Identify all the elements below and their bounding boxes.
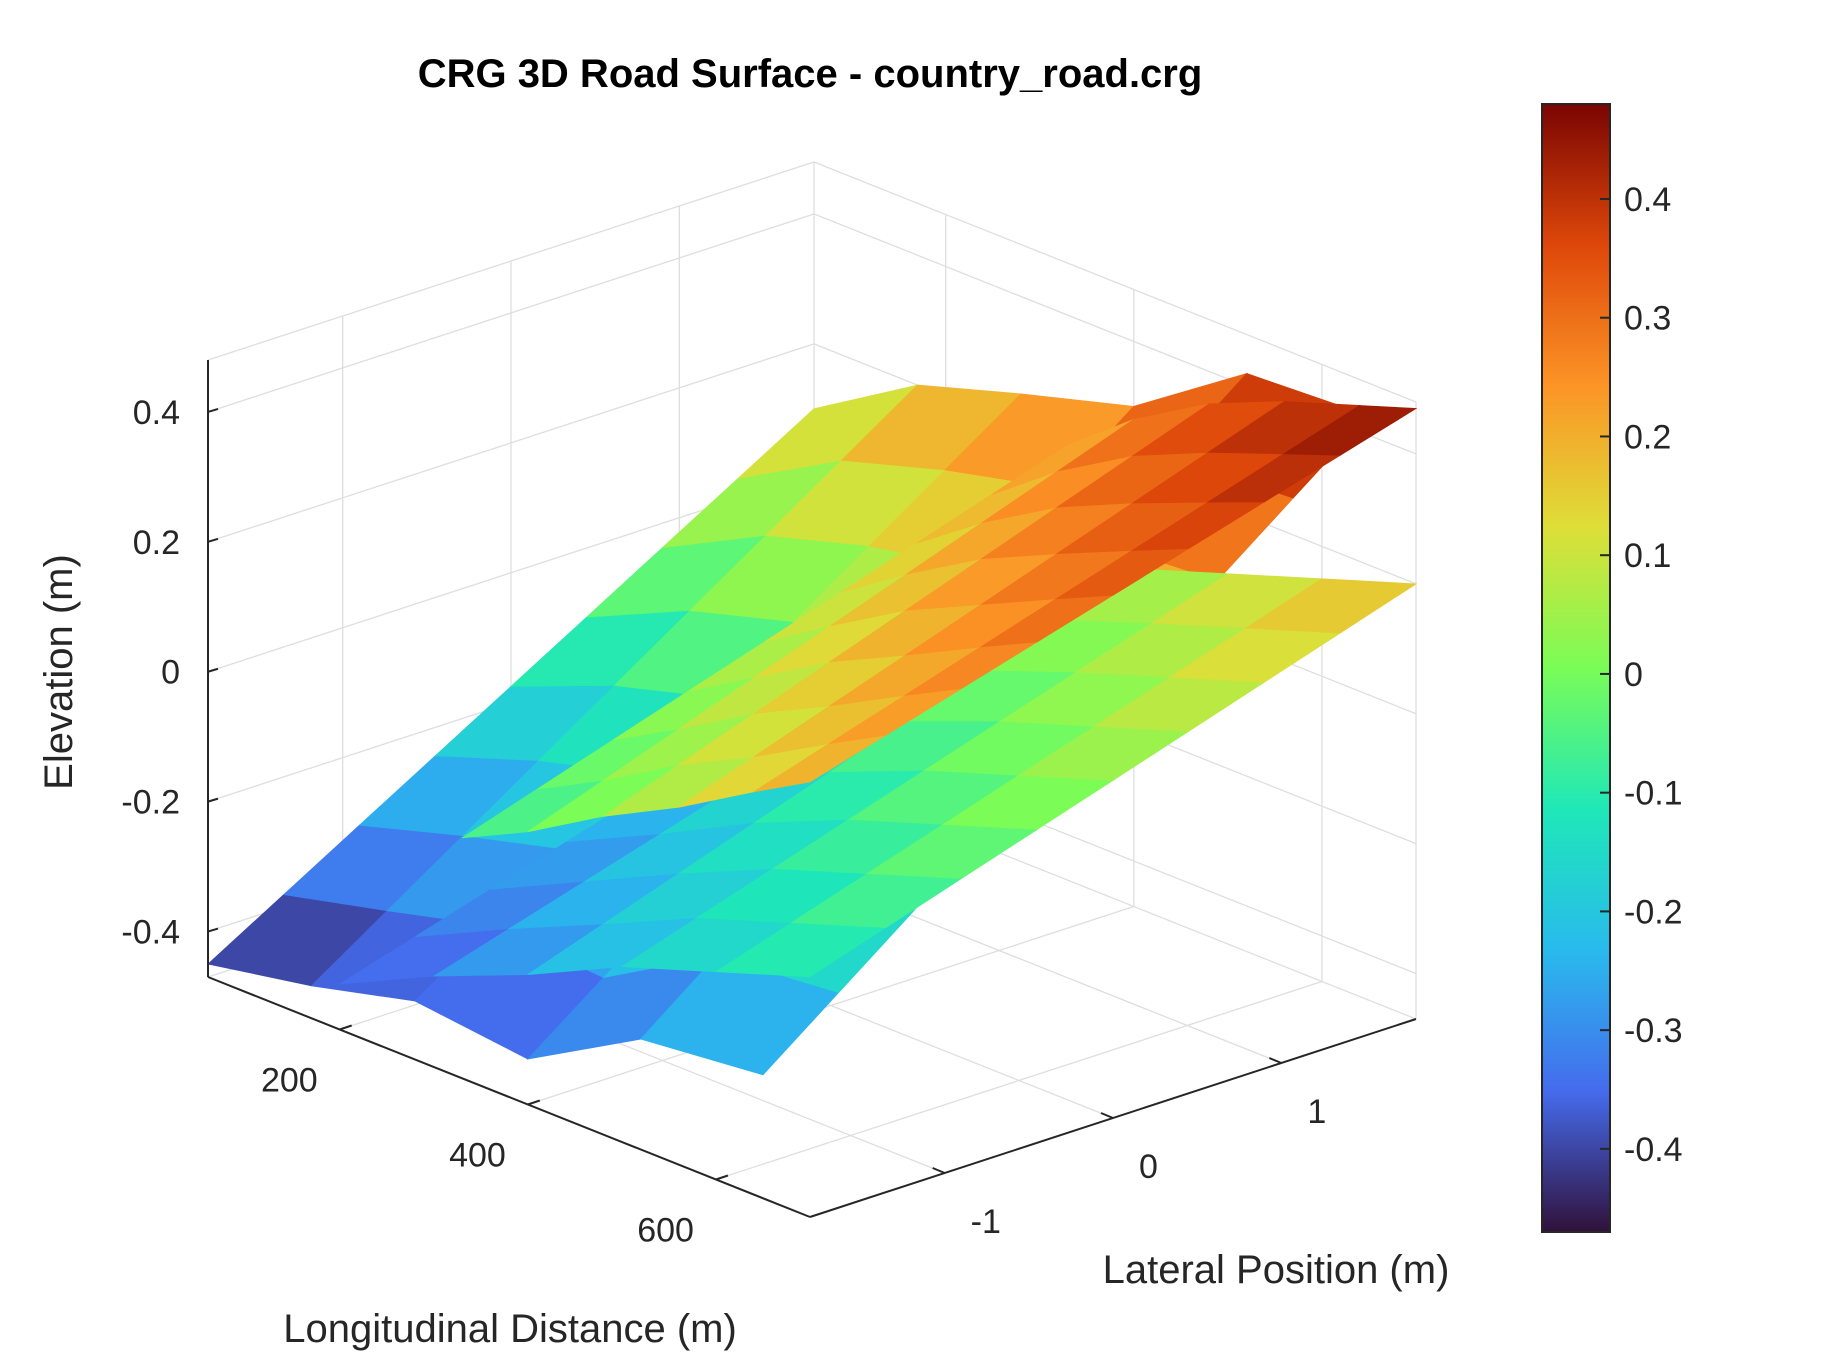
z-tick-label: 0.4 [133,394,180,432]
y-tick [1100,1112,1114,1119]
z-tick-label: -0.2 [121,784,180,822]
z-tick-label: 0 [161,654,180,692]
z-tick [207,667,219,673]
z-tick-label: 0.2 [133,524,180,562]
road-surface [207,372,1418,1076]
colorbar-tick-label: 0.3 [1624,300,1671,338]
z-tick [207,797,219,803]
colorbar: -0.4 -0.3 -0.2 -0.1 0 0.1 0.2 0.3 0.4 [1541,103,1683,1233]
y-tick-label: -1 [971,1203,1001,1241]
x-tick [527,1099,541,1106]
colorbar-strip [1541,103,1611,1233]
chart-title: CRG 3D Road Surface - country_road.crg [418,52,1203,96]
colorbar-tick-label: 0 [1624,656,1643,694]
y-axis-label: Lateral Position (m) [1103,1248,1450,1292]
colorbar-tick-label: 0.2 [1624,418,1671,456]
colorbar-tick-label: -0.4 [1624,1131,1683,1169]
pane-edge [813,161,1417,403]
surface-segment [461,401,1418,839]
y-tick-label: 1 [1307,1093,1326,1131]
z-tick [207,927,219,933]
colorbar-tick-label: -0.3 [1624,1012,1683,1050]
z-axis-label: Elevation (m) [37,554,81,790]
z-tick [207,408,219,413]
y-tick [932,1167,946,1174]
x-axis-label: Longitudinal Distance (m) [283,1307,737,1351]
x-tick [715,1174,729,1181]
y-tick-label: 0 [1139,1148,1158,1186]
surface-patch [1244,578,1418,634]
colorbar-ticks: -0.4 -0.3 -0.2 -0.1 0 0.1 0.2 0.3 0.4 [1600,181,1683,1169]
y-tick [1268,1057,1282,1064]
colorbar-tick-label: 0.1 [1624,537,1671,575]
x-tick-label: 600 [637,1212,694,1250]
x-axis-line [207,976,811,1218]
z-tick [207,537,219,543]
colorbar-tick-label: -0.2 [1624,893,1683,931]
colorbar-tick-label: 0.4 [1624,181,1671,219]
tick-labels: -0.4 -0.2 0 0.2 0.4 200 400 600 -1 0 1 [121,394,1326,1250]
z-tick-label: -0.4 [121,914,180,952]
pane-edge [207,161,815,361]
x-tick [339,1024,353,1031]
x-tick-label: 400 [449,1137,506,1175]
surface-patch [1282,405,1418,456]
colorbar-tick-label: -0.1 [1624,775,1683,813]
x-tick-label: 200 [261,1062,318,1100]
